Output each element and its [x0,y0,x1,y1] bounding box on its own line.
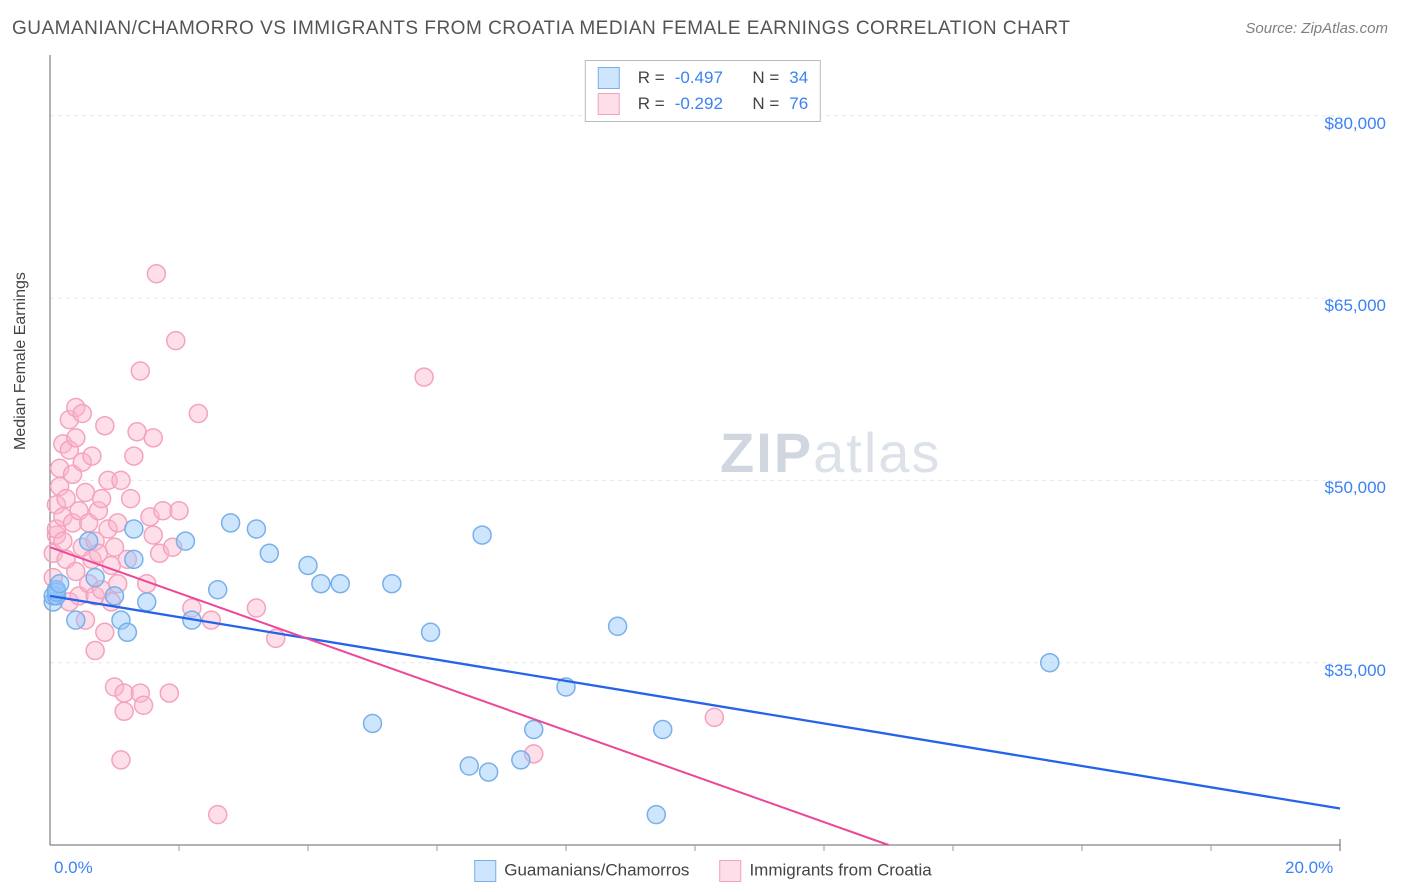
y-axis-label: Median Female Earnings [12,272,30,450]
n-label: N = [752,68,779,88]
n-value-pink: 76 [789,94,808,114]
legend-label-blue: Guamanians/Chamorros [504,860,689,879]
y-tick-label: $50,000 [1325,478,1386,498]
y-tick-label: $65,000 [1325,296,1386,316]
x-tick-label: 20.0% [1285,858,1333,878]
swatch-pink-bottom [719,860,741,882]
series-legend: Guamanians/Chamorros Immigrants from Cro… [474,860,932,882]
legend-row-pink: R = -0.292 N = 76 [598,91,808,117]
y-tick-label: $80,000 [1325,114,1386,134]
x-tick-label: 0.0% [54,858,93,878]
r-value-pink: -0.292 [675,94,723,114]
source-label: Source: [1245,20,1297,37]
legend-item-pink: Immigrants from Croatia [719,860,931,882]
r-label: R = [638,68,665,88]
swatch-blue-bottom [474,860,496,882]
legend-row-blue: R = -0.497 N = 34 [598,65,808,91]
legend-label-pink: Immigrants from Croatia [749,860,931,879]
legend-item-blue: Guamanians/Chamorros [474,860,689,882]
scatter-plot [50,55,1340,845]
y-tick-label: $35,000 [1325,661,1386,681]
swatch-blue [598,67,620,89]
swatch-pink [598,93,620,115]
n-label: N = [752,94,779,114]
n-value-blue: 34 [789,68,808,88]
source-value: ZipAtlas.com [1301,20,1388,37]
source-attribution: Source: ZipAtlas.com [1245,20,1388,37]
r-label: R = [638,94,665,114]
chart-title: GUAMANIAN/CHAMORRO VS IMMIGRANTS FROM CR… [12,18,1071,40]
correlation-legend: R = -0.497 N = 34 R = -0.292 N = 76 [585,60,821,122]
r-value-blue: -0.497 [675,68,723,88]
